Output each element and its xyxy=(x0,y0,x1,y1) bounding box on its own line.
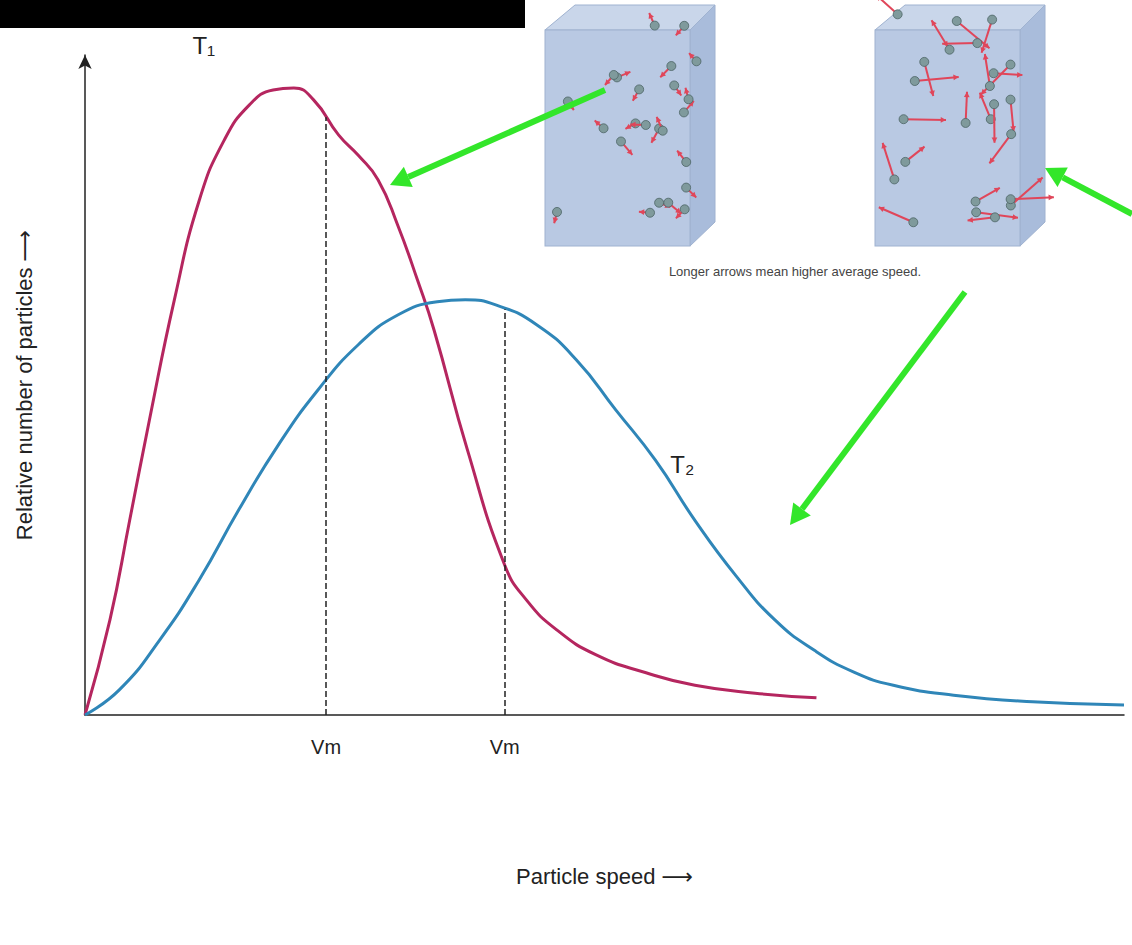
svg-text:T₂: T₂ xyxy=(670,451,694,478)
svg-text:Vm: Vm xyxy=(490,736,520,758)
svg-text:Longer arrows mean higher aver: Longer arrows mean higher average speed. xyxy=(669,264,921,279)
svg-text:Relative number of particles ⟶: Relative number of particles ⟶ xyxy=(12,230,37,540)
svg-text:T₁: T₁ xyxy=(192,32,215,59)
svg-text:Particle speed ⟶: Particle speed ⟶ xyxy=(516,864,693,889)
svg-text:Vm: Vm xyxy=(311,736,341,758)
